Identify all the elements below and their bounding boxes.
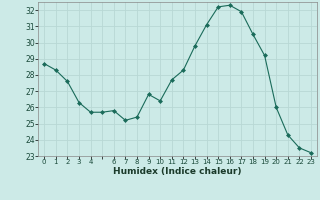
X-axis label: Humidex (Indice chaleur): Humidex (Indice chaleur) [113,167,242,176]
